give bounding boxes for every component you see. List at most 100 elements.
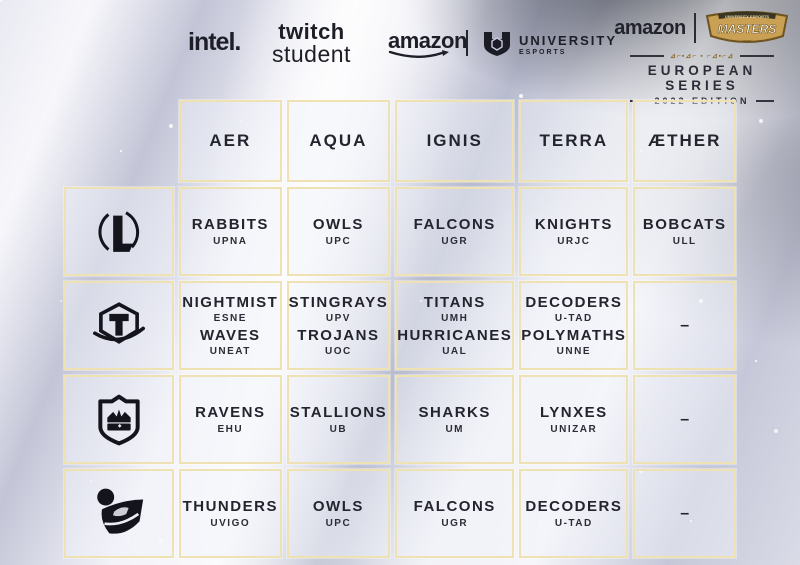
table-cell: DECODERS U-TAD: [519, 469, 629, 558]
table-cell: KNIGHTS URJC: [519, 187, 629, 276]
badge-logo-row: amazon UNIVERSITY ESPORTS MASTERS: [612, 8, 792, 48]
table-cell: LYNXES UNIZAR: [519, 375, 629, 464]
team-code: U-TAD: [554, 313, 593, 324]
header-spacer: [64, 100, 174, 182]
team-code: U-TAD: [554, 517, 593, 529]
clash-royale-icon: [88, 389, 150, 451]
table-cell: NIGHTMIST ESNE WAVES UNEAT: [179, 281, 282, 370]
table-cell: TITANS UMH HURRICANES UAL: [395, 281, 515, 370]
badge-cipher-row: ⊿⌐▪⊿⌐ ▪ ⌐⊿▪⌐⊿: [612, 52, 792, 60]
team-name: TROJANS: [297, 327, 380, 344]
team-name: OWLS: [312, 216, 364, 234]
masters-band-text: UNIVERSITY ESPORTS: [725, 14, 769, 19]
edition-rule-right: [755, 100, 774, 102]
team-code: UVIGO: [210, 517, 251, 529]
team-code: UGR: [441, 235, 469, 247]
team-code: UPC: [325, 517, 352, 529]
team-name: OWLS: [312, 498, 364, 516]
team-name: TITANS: [423, 293, 486, 311]
teamfight-tactics-icon: [88, 295, 150, 357]
team-name: SHARKS: [418, 404, 491, 422]
masters-text: MASTERS: [717, 22, 776, 36]
team-name: LYNXES: [540, 404, 608, 422]
team-code: UM: [445, 423, 464, 435]
university-esports-logo: UNIVERSITY ESPORTS: [482, 30, 617, 58]
european-series-label: EUROPEAN SERIES: [647, 63, 757, 93]
table-cell: STINGRAYS UPV TROJANS UOC: [286, 281, 391, 370]
column-header-aqua: AQUA: [286, 100, 391, 182]
team-name: NIGHTMIST: [182, 293, 279, 311]
team-name: THUNDERS: [182, 498, 278, 516]
team-name: KNIGHTS: [534, 216, 613, 234]
esports-label: ESPORTS: [519, 48, 567, 56]
team-code: UMH: [441, 313, 469, 324]
intel-logo: intel.: [188, 28, 241, 56]
team-name: POLYMATHS: [521, 327, 627, 344]
column-header-terra: TERRA: [519, 100, 629, 182]
table-cell: OWLS UPC: [286, 187, 391, 276]
empty-dash: –: [680, 504, 690, 522]
empty-dash: –: [680, 410, 690, 428]
team-name: DECODERS: [525, 498, 623, 516]
team-name: BOBCATS: [642, 216, 727, 234]
game-row-header: [64, 187, 174, 276]
logo-divider: [466, 30, 468, 56]
team-name: FALCONS: [413, 498, 496, 516]
game-row-header: [64, 375, 174, 464]
amazon-smile-icon: [388, 50, 449, 58]
team-code: UPC: [325, 235, 352, 247]
badge-amazon-wordmark: amazon: [614, 16, 686, 39]
student-wordmark: student: [272, 41, 351, 67]
masters-series-badge: amazon UNIVERSITY ESPORTS MASTERS ⊿⌐▪⊿⌐ …: [612, 8, 792, 106]
team-code: UNEAT: [209, 346, 251, 358]
amazon-wordmark: amazon: [388, 28, 467, 53]
twitch-wordmark: twitch: [278, 19, 345, 44]
team-code: UAL: [442, 346, 468, 358]
team-name: FALCONS: [413, 216, 496, 234]
team-name: HURRICANES: [397, 327, 513, 344]
table-cell: RABBITS UPNA: [179, 187, 282, 276]
team-name: STINGRAYS: [288, 293, 389, 311]
table-cell: OWLS UPC: [286, 469, 391, 558]
rule-left: [629, 55, 664, 57]
university-label: UNIVERSITY: [519, 32, 618, 48]
table-cell-empty: –: [633, 375, 736, 464]
team-code: UNIZAR: [550, 423, 598, 435]
results-table: AER AQUA IGNIS TERRA ÆTHER RABBITS UPNA O…: [64, 100, 736, 558]
team-name: STALLIONS: [289, 404, 388, 422]
team-code: UGR: [441, 517, 469, 529]
rule-right: [740, 55, 775, 57]
column-header-aether: ÆTHER: [633, 100, 736, 182]
team-code: UOC: [325, 346, 352, 358]
team-name: RAVENS: [195, 404, 266, 422]
team-code: URJC: [557, 235, 591, 247]
game-row-header: [64, 281, 174, 370]
team-name: RABBITS: [191, 216, 269, 234]
team-code: UB: [329, 423, 348, 435]
empty-dash: –: [680, 316, 690, 334]
masters-shield-icon: UNIVERSITY ESPORTS MASTERS: [705, 11, 788, 43]
table-cell: BOBCATS ULL: [633, 187, 736, 276]
team-code: ESNE: [213, 313, 247, 324]
badge-divider: [693, 13, 696, 43]
table-cell: DECODERS U-TAD POLYMATHS UNNE: [519, 281, 629, 370]
table-cell: FALCONS UGR: [395, 469, 515, 558]
sparkle-dots: [0, 0, 2, 2]
rocket-league-icon: [88, 483, 150, 545]
table-cell: FALCONS UGR: [395, 187, 515, 276]
team-code: UPV: [325, 313, 351, 324]
cipher-glyphs: ⊿⌐▪⊿⌐ ▪ ⌐⊿▪⌐⊿: [669, 53, 735, 60]
league-of-legends-icon: [88, 201, 150, 263]
table-cell: THUNDERS UVIGO: [179, 469, 282, 558]
team-code: UNNE: [556, 346, 591, 358]
team-code: EHU: [217, 423, 244, 435]
team-code: ULL: [672, 235, 697, 247]
table-cell: RAVENS EHU: [179, 375, 282, 464]
table-cell: SHARKS UM: [395, 375, 515, 464]
column-header-ignis: IGNIS: [395, 100, 515, 182]
university-esports-wordmark: UNIVERSITY ESPORTS: [519, 33, 617, 56]
twitch-student-logo: twitch student: [272, 21, 351, 66]
team-name: WAVES: [200, 327, 261, 344]
column-header-aer: AER: [179, 100, 282, 182]
